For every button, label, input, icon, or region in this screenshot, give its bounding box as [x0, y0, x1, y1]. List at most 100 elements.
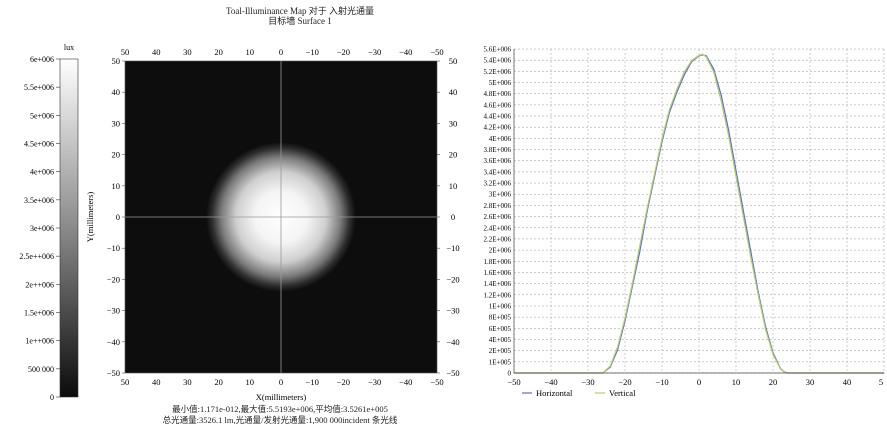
colorbar-tick-label: 5.5e+006	[24, 83, 54, 92]
profile-x-tick-label: −30	[581, 377, 594, 387]
heatmap-y-tick-label-right: −20	[446, 274, 459, 284]
heatmap-y-tick-label-left: −50	[107, 368, 120, 378]
profile-y-tick-label: 4.8E+006	[484, 90, 512, 98]
profile-y-tick-label: 5.4E+006	[484, 57, 512, 65]
heatmap-y-ticks-left: 50 40 30 20 10 0 −10 −20 −30 −40 −50	[107, 56, 125, 378]
profile-y-tick-label: 2E+005	[489, 347, 512, 355]
profile-x-tick-label: 0	[697, 377, 701, 387]
colorbar-tick-label: 500 000	[28, 365, 54, 374]
series-point	[617, 346, 619, 348]
series-point	[661, 138, 663, 140]
colorbar-tick-label: 4.5e+006	[24, 140, 54, 149]
profile-y-ticks: 5.6E+006 5.4E+006 5.2E+006 5E+006 4.8E+006 4.…	[484, 46, 512, 378]
series-point	[735, 169, 737, 172]
profile-y-tick-label: 3.2E+006	[484, 180, 512, 188]
series-point	[742, 210, 744, 212]
map-title: Toal-Illuminance Map 对于 入射光通量 目标墙 Surfac…	[170, 6, 430, 26]
series-point	[639, 245, 641, 247]
heatmap-x-tick-label-bottom: −40	[399, 377, 412, 387]
profile-y-tick-label: 5E+006	[489, 79, 512, 87]
colorbar-tick-label: 0	[50, 393, 54, 402]
heatmap-x-tick-label-top: 40	[152, 47, 161, 57]
profile-x-tick-label: 40	[843, 377, 852, 387]
series-point	[750, 250, 752, 253]
heatmap-x-tick-label-bottom: 0	[279, 377, 283, 387]
series-point	[765, 329, 767, 331]
series-point	[705, 56, 707, 58]
stats-line2: 总光通量:3526.1 lm,光通量/发射光通量:1,900 000incide…	[162, 415, 398, 425]
heatmap-y-tick-label-right: −40	[446, 337, 459, 347]
profile-legend: Horizontal Vertical	[522, 388, 636, 398]
series-point	[691, 60, 693, 62]
colorbar-unit-label: lux	[64, 43, 74, 52]
heatmap-x-axis-label: X(millimeters)	[256, 392, 307, 402]
series-point	[698, 54, 700, 57]
heatmap-y-tick-label-left: −30	[107, 306, 120, 316]
heatmap-x-tick-label-top: 50	[121, 47, 130, 57]
profile-x-tick-label: −50	[507, 377, 520, 387]
profile-y-tick-label: 2.8E+006	[484, 202, 512, 210]
profile-y-tick-label: 5.2E+006	[484, 68, 512, 76]
profile-chart: 5.6E+006 5.4E+006 5.2E+006 5E+006 4.8E+006 4.…	[484, 46, 885, 398]
colorbar-tick-label: 6e+006	[30, 55, 54, 64]
profile-x-tick-label: −10	[655, 377, 668, 387]
series-point	[728, 129, 730, 131]
heatmap-x-tick-label-bottom: 10	[246, 377, 255, 387]
colorbar-tick-label: 5e+006	[30, 111, 54, 120]
profile-y-tick-label: 4.2E+006	[484, 124, 512, 132]
series-point	[742, 216, 744, 218]
profile-y-tick-label: 1.8E+006	[484, 258, 512, 266]
heatmap-y-tick-label-left: 40	[112, 87, 121, 97]
heatmap-figure: lux 6e+006 5.5e+006 5e+006 4.5e+006 4e+006 3.…	[19, 43, 459, 402]
heatmap-x-tick-label-top: −20	[337, 47, 350, 57]
series-point	[668, 109, 670, 111]
series-point	[772, 353, 774, 356]
profile-y-tick-label: 6E+005	[489, 325, 512, 333]
series-point	[646, 207, 648, 209]
series-point	[728, 135, 730, 137]
profile-y-tick-label: 5.6E+006	[484, 46, 512, 54]
heatmap-y-tick-label-left: −20	[107, 274, 120, 284]
profile-y-tick-label: 1.6E+006	[484, 269, 512, 277]
series-point	[713, 71, 715, 73]
heatmap-y-tick-label-right: 0	[451, 212, 455, 222]
series-point	[713, 68, 715, 70]
heatmap-x-tick-label-bottom: 40	[152, 377, 161, 387]
heatmap-y-tick-label-right: 10	[449, 181, 458, 191]
heatmap-y-tick-label-left: −40	[107, 337, 120, 347]
series-point	[735, 175, 737, 177]
heatmap-x-tick-label-top: 0	[279, 47, 283, 57]
profile-y-tick-label: 1E+006	[489, 302, 512, 310]
map-title-line1: Toal-Illuminance Map 对于 入射光通量	[225, 6, 375, 16]
colorbar-tick-label: 1e++006	[25, 337, 54, 346]
series-point	[624, 317, 626, 319]
map-title-line2: 目标墙 Surface 1	[268, 16, 332, 26]
heatmap-x-ticks-bottom: 50 40 30 20 10 0 −10 −20 −30 −40 −50	[121, 377, 444, 387]
heatmap-x-tick-label-top: −10	[306, 47, 319, 57]
heatmap-y-tick-label-left: 50	[112, 56, 121, 66]
map-statistics: 最小值:1.171e-012,最大值:5.5193e+006,平均值:3.526…	[110, 404, 450, 426]
profile-x-tick-label: −40	[544, 377, 557, 387]
profile-y-tick-label: 3E+006	[489, 191, 512, 199]
series-point	[676, 88, 678, 91]
heatmap-y-tick-label-left: 0	[116, 212, 120, 222]
heatmap-y-tick-label-left: 20	[112, 150, 121, 160]
series-point	[609, 365, 611, 367]
series-line-vertical	[514, 53, 884, 374]
heatmap-y-tick-label-right: −50	[446, 368, 459, 378]
profile-y-tick-label: 4.4E+006	[484, 113, 512, 121]
series-point	[639, 250, 641, 253]
colorbar-tick-label: 2e++006	[25, 280, 54, 289]
series-point	[683, 74, 685, 76]
heatmap-y-tick-label-right: 30	[449, 118, 458, 128]
heatmap-x-tick-label-top: 20	[214, 47, 223, 57]
series-point	[617, 349, 619, 351]
colorbar-tick-label: 2.5e++006	[19, 252, 54, 261]
profile-y-tick-label: 2.6E+006	[484, 213, 512, 221]
profile-x-tick-label: 5	[879, 377, 883, 387]
profile-y-tick-label: 4E+005	[489, 336, 512, 344]
series-point	[750, 256, 752, 258]
profile-y-tick-label: 4.6E+006	[484, 101, 512, 109]
profile-y-tick-label: 3.8E+006	[484, 146, 512, 154]
series-point	[631, 282, 633, 284]
